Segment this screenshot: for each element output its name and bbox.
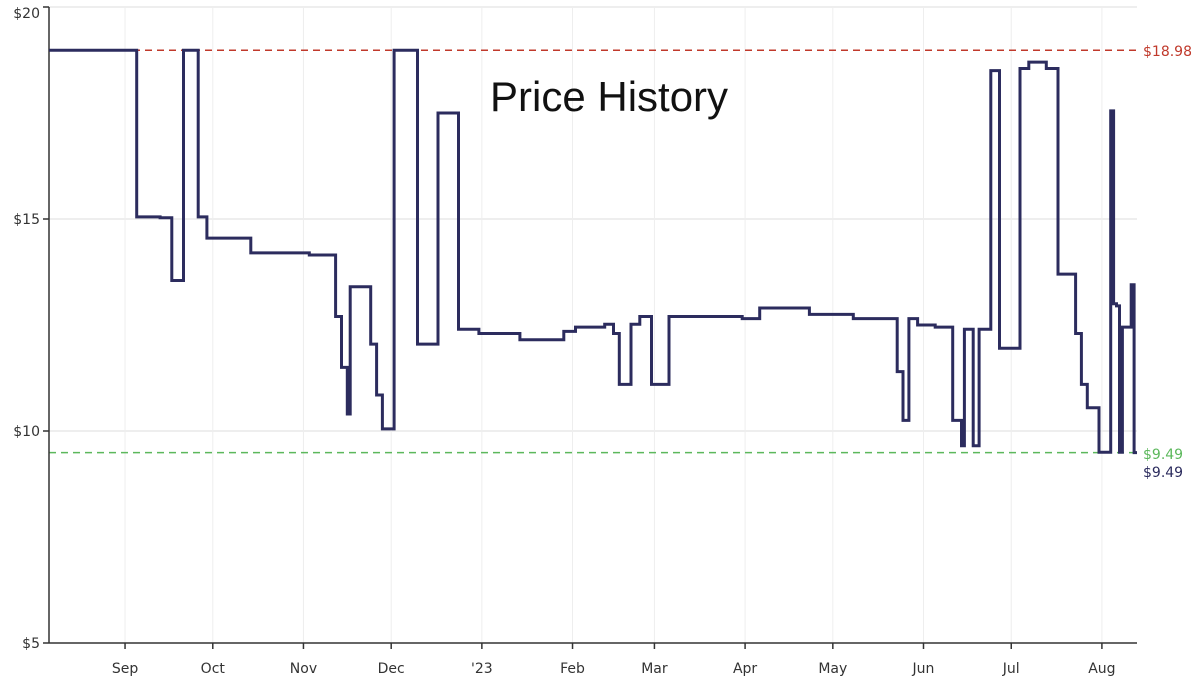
y-tick-label: $20 (13, 6, 40, 22)
x-tick-label: Jul (1002, 661, 1020, 677)
x-tick-label: Mar (641, 661, 668, 677)
x-tick-label: Apr (733, 661, 757, 677)
max-price-label: $18.98 (1143, 44, 1192, 60)
x-tick-label: Aug (1088, 661, 1115, 677)
x-tick-label: May (818, 661, 847, 677)
x-tick-label: Nov (290, 661, 317, 677)
reference-lines (49, 49, 1137, 454)
chart-title: Price History (490, 73, 728, 120)
x-tick-label: Oct (201, 661, 226, 677)
price-series-line (49, 48, 1137, 455)
series-layer (49, 48, 1137, 455)
y-tick-label: $5 (22, 636, 40, 652)
x-tick-label: Feb (560, 661, 585, 677)
y-tick-label: $15 (13, 212, 40, 228)
min-price-label: $9.49 (1143, 447, 1183, 463)
axes (48, 7, 1137, 644)
y-tick-label: $10 (13, 424, 40, 440)
current-price-label: $9.49 (1143, 465, 1183, 481)
x-tick-label: Sep (112, 661, 139, 677)
x-tick-label: Dec (378, 661, 405, 677)
x-axis-ticks: Sep Oct Nov Dec '23 Feb Mar Apr May Jun Jul Aug (112, 643, 1116, 677)
x-tick-label: Jun (912, 661, 935, 677)
x-tick-label: '23 (471, 661, 493, 677)
y-axis-ticks: $5 $10 $15 $20 (13, 6, 49, 652)
